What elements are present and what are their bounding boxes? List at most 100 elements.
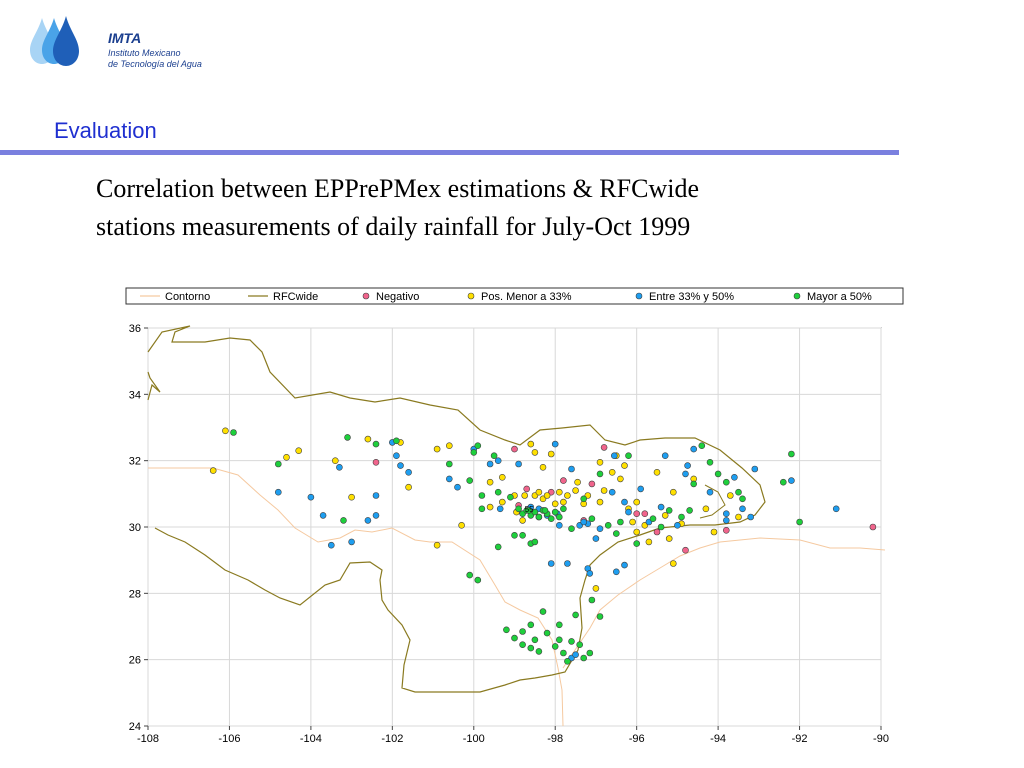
station-point — [600, 444, 608, 451]
station-point — [637, 485, 645, 493]
station-point — [531, 449, 539, 456]
station-point — [348, 538, 355, 546]
station-point — [397, 462, 404, 469]
station-point — [531, 636, 539, 644]
station-point — [706, 459, 714, 466]
heading-line-1: Correlation between EPPrePMex estimation… — [96, 174, 699, 203]
station-point — [735, 488, 742, 496]
station-point — [555, 522, 563, 529]
station-point — [739, 495, 746, 503]
station-point — [539, 464, 547, 471]
station-point — [393, 452, 400, 459]
station-point — [511, 634, 518, 642]
station-point — [779, 478, 787, 486]
station-point — [608, 488, 616, 496]
station-point — [674, 522, 681, 529]
station-point — [348, 493, 355, 501]
x-tick-label: -102 — [381, 733, 403, 745]
station-point — [574, 478, 581, 486]
station-point — [543, 492, 551, 499]
station-point — [657, 503, 665, 511]
station-point — [445, 442, 453, 449]
station-point — [519, 517, 526, 524]
station-point — [731, 474, 738, 481]
y-tick-label: 32 — [129, 456, 141, 468]
station-point — [433, 445, 441, 453]
station-point — [274, 488, 282, 496]
station-point — [669, 488, 677, 496]
station-point — [490, 452, 498, 459]
legend: Contorno RFCwide Negativo Pos. Menor a 33% E… — [140, 291, 872, 303]
x-tick-label: -98 — [547, 733, 563, 745]
station-point — [682, 470, 689, 478]
station-point — [588, 515, 596, 522]
station-point — [580, 518, 588, 526]
station-point — [551, 643, 559, 650]
x-tick-label: -96 — [629, 733, 645, 745]
legend-dot-swatch — [793, 292, 801, 300]
station-point — [690, 445, 698, 453]
station-point — [564, 492, 571, 499]
station-point — [560, 498, 567, 506]
station-point — [621, 498, 628, 506]
station-point — [519, 628, 526, 635]
x-tick-label: -90 — [873, 733, 889, 745]
station-annotation: 55 — [525, 505, 534, 514]
station-point — [498, 474, 506, 481]
rfcwide-coast-detail-line — [699, 484, 726, 519]
station-point — [503, 626, 510, 634]
section-divider — [0, 150, 899, 155]
station-point — [340, 517, 347, 524]
station-point — [572, 611, 579, 619]
station-point — [596, 470, 604, 478]
station-point — [586, 649, 594, 657]
station-point — [470, 449, 478, 456]
station-point — [535, 513, 543, 521]
station-point — [295, 447, 303, 454]
station-point — [690, 480, 698, 488]
station-point — [735, 513, 742, 521]
legend-label: Entre 33% y 50% — [649, 291, 734, 303]
station-point — [515, 505, 522, 513]
station-point — [405, 469, 412, 476]
station-point — [747, 513, 755, 521]
station-point — [527, 621, 535, 629]
station-point — [600, 487, 608, 494]
station-point — [610, 452, 618, 459]
station-point — [617, 475, 624, 483]
station-point — [547, 450, 555, 458]
station-point — [586, 570, 594, 577]
station-point — [454, 483, 461, 491]
station-point — [531, 538, 539, 546]
map-boundaries — [147, 325, 886, 727]
station-point — [507, 493, 514, 501]
station-point — [372, 492, 380, 499]
station-point — [494, 457, 502, 464]
station-point — [592, 585, 600, 592]
x-tick-label: -104 — [300, 733, 322, 745]
station-point — [596, 613, 604, 620]
station-point — [625, 452, 632, 459]
station-point — [555, 636, 563, 644]
station-point — [474, 442, 482, 449]
station-point — [617, 518, 624, 526]
station-point — [588, 480, 596, 488]
station-point — [684, 462, 691, 469]
station-point — [274, 460, 282, 468]
station-point — [788, 450, 795, 458]
station-point — [612, 530, 620, 537]
station-point — [604, 522, 612, 529]
station-point — [653, 528, 661, 536]
slide-heading: Correlation between EPPrePMex estimation… — [96, 170, 916, 246]
station-point — [478, 492, 486, 499]
station-point — [519, 532, 526, 539]
station-point — [344, 434, 351, 441]
station-point — [645, 538, 653, 546]
station-point — [722, 517, 730, 524]
station-point — [230, 429, 237, 436]
station-point — [372, 459, 380, 466]
station-point — [869, 523, 877, 531]
legend-box — [125, 287, 904, 305]
station-point — [722, 527, 730, 534]
station-point — [466, 571, 474, 579]
